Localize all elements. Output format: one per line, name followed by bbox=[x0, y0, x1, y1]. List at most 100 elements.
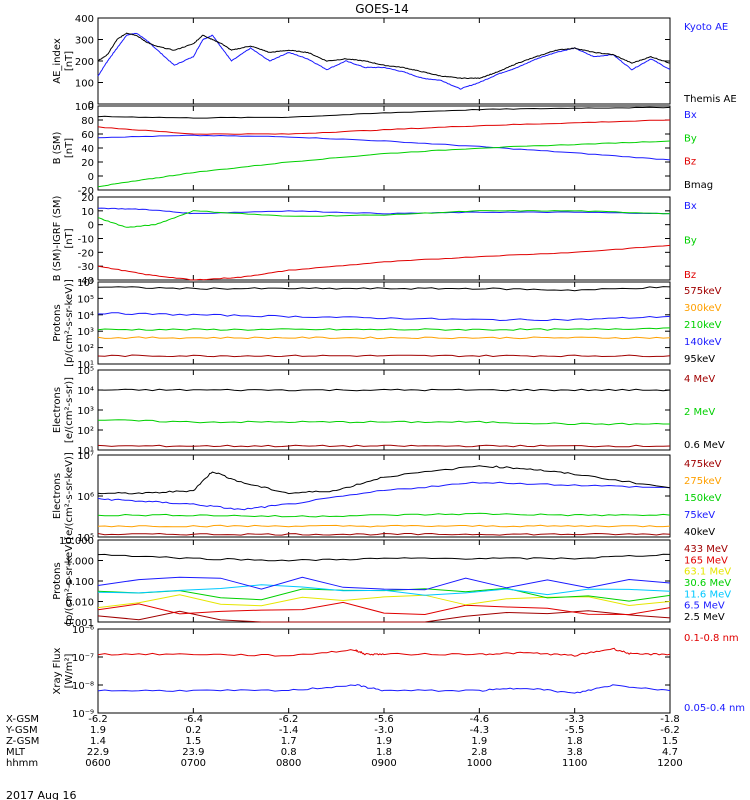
legend-140keV: 140keV bbox=[684, 337, 722, 348]
series-line-4 MeV bbox=[97, 444, 671, 448]
ylabel: Electrons bbox=[52, 473, 63, 519]
ytick-label: 10⁶ bbox=[77, 492, 94, 503]
ylabel: Xray Flux bbox=[52, 647, 63, 694]
orbit-value: -3.3 bbox=[565, 714, 585, 725]
ylabel: [p/(cm²-s-sr-keV)] bbox=[64, 279, 75, 367]
legend-165 MeV: 165 MeV bbox=[684, 555, 728, 566]
series-line-40keV bbox=[97, 465, 671, 495]
legend-210keV: 210keV bbox=[684, 320, 722, 331]
ylabel: Electrons bbox=[52, 387, 63, 433]
ytick-label: 20 bbox=[81, 158, 94, 169]
orbit-value: -5.6 bbox=[374, 714, 394, 725]
ylabel: Protons bbox=[52, 304, 63, 341]
series-line-2.5 MeV bbox=[97, 553, 671, 562]
ytick-label: 0 bbox=[88, 221, 94, 232]
series-line-575keV bbox=[97, 354, 671, 358]
orbit-row-label: Y-GSM bbox=[5, 725, 38, 736]
series-line-140keV bbox=[97, 312, 671, 322]
series-line-Themis AE bbox=[97, 32, 671, 80]
panel-2: 20 10 0 -10 -20 -30 -40 B (SM)-IGRF (SM) [nT] Bx B… bbox=[52, 193, 697, 287]
ytick-label: 10² bbox=[77, 426, 94, 437]
ytick-label: 10¹ bbox=[77, 360, 94, 371]
panel-frame bbox=[97, 454, 671, 538]
ytick-label: 0 bbox=[88, 172, 94, 183]
series-line-95keV bbox=[97, 286, 671, 292]
legend-275keV: 275keV bbox=[684, 476, 722, 487]
series-line-210keV bbox=[97, 327, 671, 331]
ytick-label: 20 bbox=[81, 193, 94, 204]
ytick-label: 10¹ bbox=[77, 446, 94, 457]
ylabel: [nT] bbox=[64, 138, 75, 158]
ytick-label: -10 bbox=[78, 235, 94, 246]
ytick-label: 10⁶ bbox=[77, 278, 94, 289]
series-line-150keV bbox=[97, 512, 671, 518]
orbit-value: 3.8 bbox=[567, 747, 583, 758]
orbit-value: 1.8 bbox=[376, 747, 392, 758]
ytick-label: 100 bbox=[75, 79, 94, 90]
series-line-2 MeV bbox=[98, 419, 670, 426]
orbit-value: 1.9 bbox=[376, 736, 392, 747]
ytick-label: 0.100 bbox=[65, 577, 94, 588]
ytick-label: 10⁵ bbox=[77, 533, 94, 544]
series-line-By bbox=[97, 209, 671, 228]
panel-frame bbox=[97, 281, 671, 365]
ytick-label: 0.010 bbox=[65, 598, 94, 609]
orbit-value: 23.9 bbox=[182, 747, 204, 758]
ytick-label: 10⁵ bbox=[77, 366, 94, 377]
legend-2 MeV: 2 MeV bbox=[684, 407, 715, 418]
orbit-value: 0700 bbox=[181, 758, 206, 769]
legend-Bz: Bz bbox=[684, 270, 696, 281]
ytick-label: 0.001 bbox=[65, 618, 94, 629]
legend-4 MeV: 4 MeV bbox=[684, 374, 715, 385]
ytick-label: 10⁵ bbox=[77, 294, 94, 305]
legend-150keV: 150keV bbox=[684, 493, 722, 504]
legend-Bmag: Bmag bbox=[684, 180, 713, 191]
orbit-value: -6.2 bbox=[279, 714, 299, 725]
series-line-0.1-0.8 nm bbox=[97, 647, 671, 657]
series-line-475keV bbox=[97, 532, 671, 536]
orbit-value: 2.8 bbox=[471, 747, 487, 758]
ylabel: B (SM) bbox=[52, 131, 63, 164]
legend-11.6 MeV: 11.6 MeV bbox=[684, 589, 731, 600]
ytick-label: 10 bbox=[81, 207, 94, 218]
legend-2.5 MeV: 2.5 MeV bbox=[684, 612, 725, 623]
orbit-value: 1.8 bbox=[567, 736, 583, 747]
legend-By: By bbox=[684, 133, 697, 144]
ylabel: AE_index bbox=[52, 38, 63, 84]
ylabel: [W/m²] bbox=[64, 653, 75, 688]
orbit-value: 1200 bbox=[657, 758, 682, 769]
date-label: 2017 Aug 16 bbox=[6, 789, 76, 800]
ytick-label: 60 bbox=[81, 130, 94, 141]
orbit-table: X-GSMY-GSMZ-GSMMLThhmm-6.21.91.422.90600… bbox=[5, 714, 683, 769]
series-line-By bbox=[97, 140, 671, 188]
panel-frame bbox=[97, 369, 671, 451]
orbit-value: 0.2 bbox=[185, 725, 201, 736]
ytick-label: 400 bbox=[75, 14, 94, 25]
series-line-275keV bbox=[97, 524, 671, 528]
panel-1: 100 80 60 40 20 0 -20 B (SM) [nT] Bx By Bz Bmag bbox=[52, 102, 713, 197]
legend-475keV: 475keV bbox=[684, 459, 722, 470]
orbit-value: 1.4 bbox=[90, 736, 106, 747]
series-line-Bmag bbox=[97, 106, 671, 119]
ylabel: [nT] bbox=[64, 51, 75, 71]
orbit-row-label: MLT bbox=[6, 747, 26, 758]
ytick-label: -40 bbox=[78, 276, 94, 287]
series-line-300keV bbox=[97, 336, 671, 340]
series-line-433 MeV bbox=[97, 610, 671, 623]
ytick-label: -20 bbox=[78, 186, 94, 197]
ytick-label: 0 bbox=[88, 100, 94, 111]
orbit-value: 0900 bbox=[371, 758, 396, 769]
orbit-value: -1.8 bbox=[660, 714, 680, 725]
legend-Bz: Bz bbox=[684, 157, 696, 168]
ytick-label: 1.000 bbox=[65, 557, 94, 568]
ylabel: B (SM)-IGRF (SM) bbox=[52, 196, 63, 282]
panel-frame bbox=[97, 628, 671, 714]
ytick-label: 200 bbox=[75, 57, 94, 68]
legend-0.6 MeV: 0.6 MeV bbox=[684, 440, 725, 451]
orbit-value: -6.2 bbox=[660, 725, 680, 736]
orbit-value: -4.6 bbox=[470, 714, 490, 725]
orbit-value: 1000 bbox=[467, 758, 492, 769]
